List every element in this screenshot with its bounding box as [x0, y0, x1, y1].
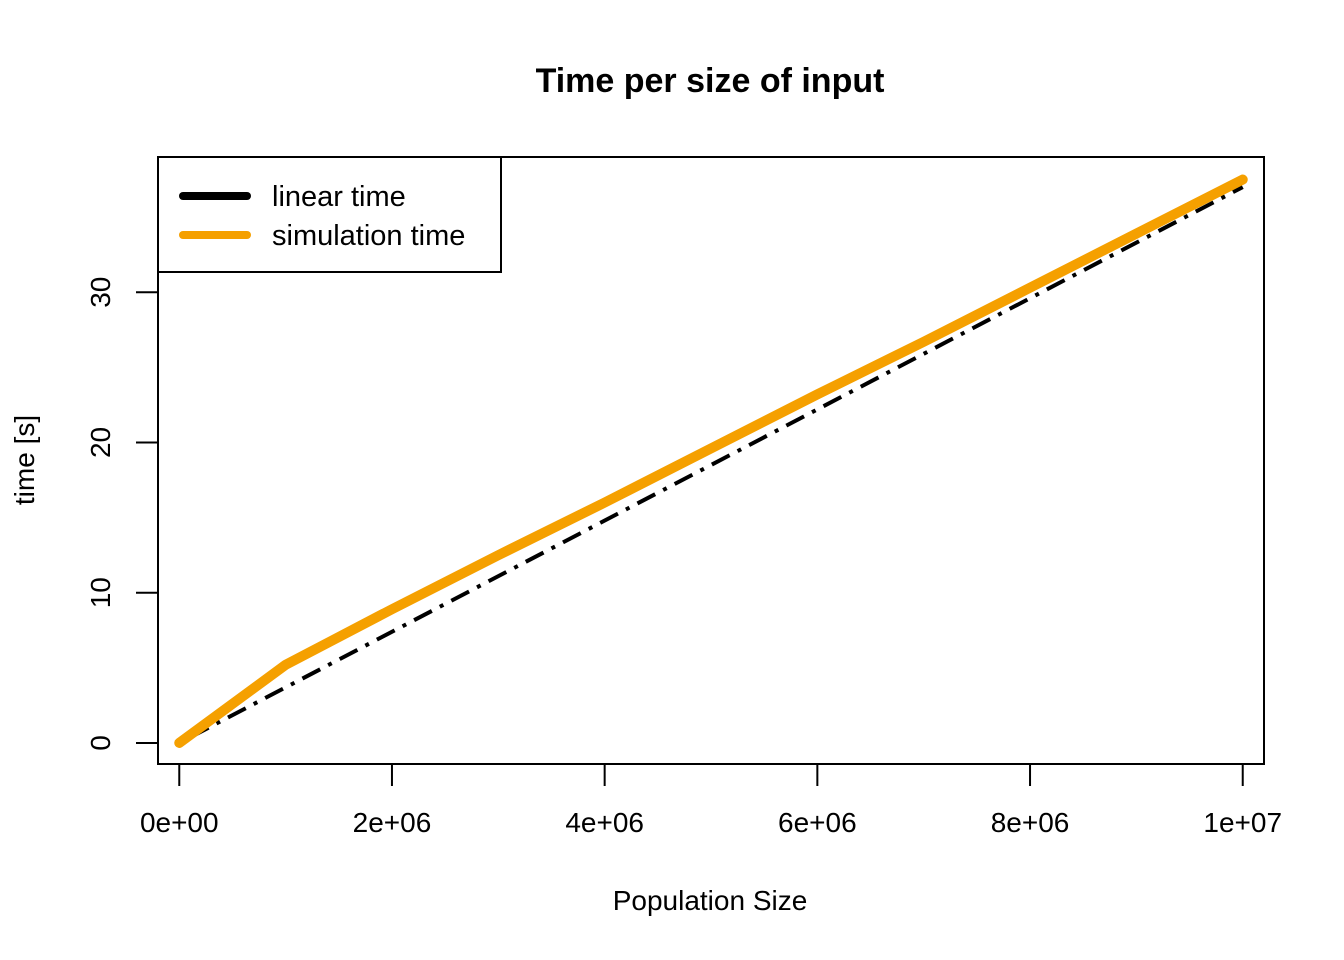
- legend-label-simulation-time: simulation time: [272, 220, 465, 252]
- y-axis: 0 10 20 30: [85, 277, 159, 751]
- x-tick-label: 6e+06: [778, 807, 857, 838]
- x-tick-label: 4e+06: [565, 807, 644, 838]
- x-tick-label: 1e+07: [1203, 807, 1282, 838]
- y-axis-label: time [s]: [9, 415, 40, 505]
- x-tick-label: 2e+06: [353, 807, 432, 838]
- y-tick-label: 30: [85, 277, 116, 308]
- y-tick-label: 0: [85, 735, 116, 751]
- y-tick-label: 20: [85, 427, 116, 458]
- x-axis: 0e+00 2e+06 4e+06 6e+06 8e+06 1e+07: [140, 763, 1282, 838]
- x-tick-label: 0e+00: [140, 807, 219, 838]
- legend-box: [157, 156, 502, 273]
- x-tick-label: 8e+06: [991, 807, 1070, 838]
- series-line-simulation-time: [174, 174, 1248, 748]
- chart-title: Time per size of input: [536, 62, 885, 100]
- legend-label-linear-time: linear time: [272, 181, 406, 213]
- y-tick-label: 10: [85, 577, 116, 608]
- x-axis-label: Population Size: [613, 885, 808, 916]
- legend: linear time simulation time: [157, 156, 502, 273]
- series-layer: [174, 174, 1248, 748]
- series-line-linear-time: [178, 185, 1244, 745]
